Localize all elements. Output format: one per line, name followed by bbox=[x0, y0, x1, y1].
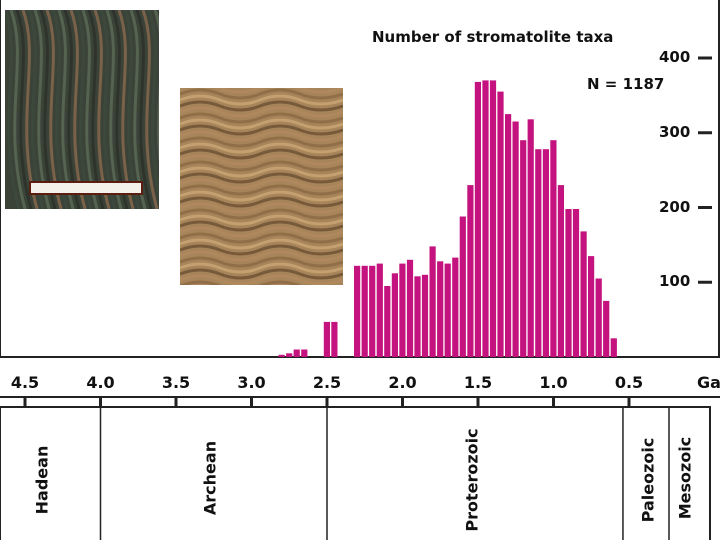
bar bbox=[505, 114, 512, 357]
bar bbox=[361, 265, 368, 357]
bar bbox=[286, 353, 293, 357]
bar bbox=[459, 216, 466, 357]
x-tick-label: 2.0 bbox=[388, 373, 417, 392]
bar bbox=[550, 140, 557, 357]
bar bbox=[565, 209, 572, 357]
y-tick-label: 100 bbox=[659, 272, 691, 291]
eon-label-hadean: Hadean bbox=[32, 445, 52, 515]
scale-bar bbox=[29, 181, 143, 195]
sample-count-label: N = 1187 bbox=[587, 75, 665, 93]
y-axis bbox=[698, 56, 712, 284]
bar bbox=[421, 274, 429, 357]
x-tick-label: 4.5 bbox=[10, 373, 40, 392]
bar bbox=[293, 349, 300, 357]
bar bbox=[399, 263, 406, 357]
bar-series bbox=[278, 80, 617, 358]
bar bbox=[278, 354, 285, 357]
bar bbox=[414, 276, 421, 357]
bar bbox=[444, 263, 451, 357]
bar bbox=[369, 265, 376, 357]
eon-label-proterozoic: Proterozoic bbox=[462, 428, 482, 532]
bar bbox=[527, 119, 534, 357]
x-tick-label: 3.5 bbox=[161, 373, 191, 392]
bar bbox=[391, 273, 398, 357]
bar bbox=[452, 257, 459, 357]
bar bbox=[429, 246, 436, 357]
bar bbox=[467, 185, 474, 357]
eon-dividers bbox=[99, 407, 670, 540]
bar bbox=[595, 278, 602, 357]
bar bbox=[603, 300, 610, 357]
eon-label-paleozoic: Paleozoic bbox=[638, 437, 658, 523]
bar bbox=[323, 321, 330, 357]
bar bbox=[535, 149, 542, 357]
y-tick-label: 400 bbox=[659, 48, 691, 66]
chart-title: Number of stromatolite taxa bbox=[372, 28, 614, 46]
bar bbox=[610, 338, 617, 357]
bar bbox=[580, 231, 587, 357]
bar bbox=[331, 321, 338, 357]
x-tick-label: 3.0 bbox=[237, 373, 266, 392]
x-tick-label: 2.5 bbox=[312, 373, 342, 392]
stromatolite-photo-layered bbox=[180, 88, 343, 285]
x-tick-label: 1.0 bbox=[539, 373, 568, 392]
eon-table bbox=[0, 406, 711, 540]
x-tick-label: 0.5 bbox=[614, 373, 644, 392]
bar bbox=[520, 140, 527, 357]
bar bbox=[354, 265, 361, 357]
y-tick-label: 200 bbox=[659, 197, 691, 216]
bar bbox=[512, 121, 519, 357]
bar bbox=[376, 263, 383, 357]
bar bbox=[384, 286, 391, 357]
bar bbox=[489, 80, 497, 358]
x-unit-label: Ga bbox=[697, 373, 720, 392]
x-tick-label: 1.5 bbox=[463, 373, 493, 392]
eon-label-archean: Archean bbox=[200, 440, 220, 516]
bar bbox=[482, 80, 489, 358]
bar bbox=[406, 259, 414, 357]
bar bbox=[542, 149, 549, 357]
bar bbox=[301, 349, 308, 357]
bar bbox=[474, 81, 481, 358]
x-axis-ticks bbox=[23, 397, 631, 407]
eon-label-mesozoic: Mesozoic bbox=[675, 436, 695, 520]
stromatolite-photo-columnar bbox=[5, 10, 159, 209]
y-tick-label: 300 bbox=[659, 122, 691, 141]
bar bbox=[437, 261, 444, 357]
x-tick-label: 4.0 bbox=[86, 373, 115, 392]
bar bbox=[572, 209, 580, 357]
bar bbox=[588, 256, 595, 357]
bar bbox=[497, 91, 504, 357]
bar bbox=[557, 185, 564, 357]
